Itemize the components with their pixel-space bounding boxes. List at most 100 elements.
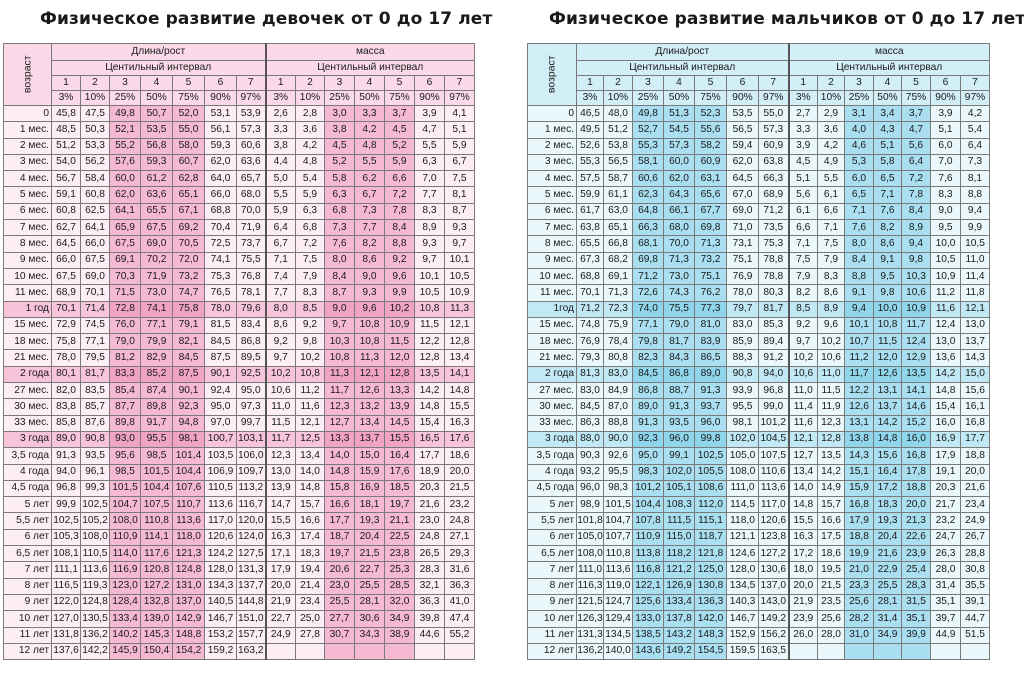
age-cell: 5 лет <box>3 496 52 514</box>
mass-cell: 21,0 <box>844 561 874 579</box>
mass-cell: 30,8 <box>960 561 990 579</box>
length-cell: 75,3 <box>204 267 237 286</box>
table-row: 10 лет 126,3 129,4 133,0 137,8 142,0 146,7 149,… <box>527 610 990 628</box>
length-cell: 131,0 <box>172 577 205 595</box>
interval-percent: 75% <box>384 90 415 106</box>
mass-cell: 4,3 <box>873 121 902 139</box>
length-cell: 75,8 <box>172 300 205 318</box>
mass-cell: 8,3 <box>930 186 961 204</box>
age-cell: 3 года <box>527 430 577 449</box>
length-cell: 70,4 <box>204 219 237 237</box>
length-cell: 71,9 <box>236 219 266 237</box>
length-cell: 114,1 <box>140 528 173 547</box>
length-cell: 136,2 <box>80 626 110 644</box>
length-cell: 108,0 <box>109 512 141 530</box>
length-cell: 73,5 <box>758 219 789 237</box>
mass-cell: 12,0 <box>873 349 902 367</box>
mass-cell: 6,5 <box>844 186 874 204</box>
length-cell: 131,3 <box>576 626 604 644</box>
length-cell: 81,7 <box>758 300 789 318</box>
mass-cell: 21,5 <box>444 479 475 498</box>
length-cell: 154,2 <box>172 642 205 661</box>
age-cell: 11 мес. <box>3 284 52 302</box>
mass-cell: 7,3 <box>354 202 385 221</box>
length-cell: 56,1 <box>204 121 237 139</box>
mass-cell: 4,8 <box>354 137 385 155</box>
length-cell: 49,8 <box>632 104 664 123</box>
length-cell: 71,4 <box>80 300 110 318</box>
length-cell: 77,1 <box>632 316 664 335</box>
mass-cell: 14,5 <box>384 414 415 432</box>
mass-cell: 4,9 <box>817 153 845 172</box>
length-cell: 92,3 <box>632 430 664 449</box>
mass-cell: 9,5 <box>930 219 961 237</box>
mass-cell: 5,9 <box>295 186 325 204</box>
mass-cell: 12,2 <box>844 382 874 400</box>
length-cell: 64,8 <box>632 202 664 221</box>
mass-cell: 3,9 <box>787 137 818 155</box>
length-cell: 63,6 <box>140 186 173 204</box>
length-cell: 89,4 <box>758 333 789 351</box>
length-cell: 85,2 <box>140 365 173 384</box>
length-cell: 121,2 <box>663 561 695 579</box>
length-cell: 66,0 <box>204 186 237 204</box>
mass-cell: 20,0 <box>960 463 990 481</box>
length-cell: 62,0 <box>726 153 759 172</box>
age-cell: 33 мес. <box>527 414 577 432</box>
table-row: 11 лет 131,8 136,2 140,2 145,3 148,8 153,2 157,… <box>3 626 475 644</box>
mass-cell: 5,4 <box>295 170 325 188</box>
interval-percent: 90% <box>930 90 961 106</box>
mass-cell: 7,8 <box>384 202 415 221</box>
length-cell: 59,3 <box>140 153 173 172</box>
length-cell: 99,7 <box>236 414 266 432</box>
mass-cell: 17,7 <box>960 430 990 449</box>
length-cell: 101,5 <box>109 479 141 498</box>
mass-cell: 11,2 <box>844 349 874 367</box>
length-cell: 52,6 <box>576 137 604 155</box>
age-cell: 8 мес. <box>3 235 52 253</box>
interval-percent: 90% <box>726 90 759 106</box>
mass-cell: 36,3 <box>444 577 475 595</box>
length-cell: 104,5 <box>758 430 789 449</box>
length-cell: 112,0 <box>694 496 727 514</box>
length-cell: 100,7 <box>204 430 237 449</box>
interval-number: 7 <box>960 75 990 91</box>
mass-cell: 14,8 <box>787 496 818 514</box>
length-cell: 47,5 <box>80 104 110 123</box>
table-row: 15 мес. 74,8 75,9 77,1 79,0 81,0 83,0 85,3 9,2 9,… <box>527 316 990 335</box>
mass-cell: 13,4 <box>354 414 385 432</box>
mass-cell: 8,5 <box>787 300 818 318</box>
length-cell: 50,7 <box>140 104 173 123</box>
table-row: 33 мес. 85,8 87,6 89,8 91,7 94,8 97,0 99,7 11,5 1… <box>3 414 475 432</box>
mass-cell: 18,8 <box>960 447 990 465</box>
mass-cell: 26,7 <box>960 528 990 547</box>
length-cell: 87,0 <box>603 398 633 416</box>
length-cell: 104,4 <box>172 463 205 481</box>
mass-cell: 18,7 <box>324 528 355 547</box>
age-cell: 30 мес. <box>3 398 52 416</box>
mass-cell: 10,7 <box>844 333 874 351</box>
mass-cell: 23,2 <box>930 512 961 530</box>
age-cell: 18 мес. <box>3 333 52 351</box>
length-cell: 50,3 <box>80 121 110 139</box>
age-header-label: возраст <box>545 55 558 94</box>
table-row: 3 мес. 55,3 56,5 58,1 60,0 60,9 62,0 63,8 4,5 4,9… <box>527 153 990 172</box>
mass-cell: 21,9 <box>264 593 296 612</box>
mass-cell: 10,6 <box>817 349 845 367</box>
length-cell: 142,0 <box>694 610 727 628</box>
mass-cell: 13,0 <box>930 333 961 351</box>
table-row: 6,5 лет 108,0 110,8 113,8 118,2 121,8 124,6 127… <box>527 545 990 563</box>
length-cell: 133,4 <box>109 610 141 628</box>
mass-cell: 23,9 <box>901 545 931 563</box>
length-cell: 59,4 <box>726 137 759 155</box>
mass-cell: 5,6 <box>901 137 931 155</box>
length-cell: 82,9 <box>140 349 173 367</box>
length-cell: 66,0 <box>51 251 81 269</box>
length-cell: 61,7 <box>576 202 604 221</box>
length-cell: 146,7 <box>726 610 759 628</box>
mass-cell: 10,3 <box>324 333 355 351</box>
mass-cell: 12,6 <box>354 382 385 400</box>
mass-cell: 44,6 <box>414 626 445 644</box>
mass-cell: 12,7 <box>324 414 355 432</box>
length-cell: 139,0 <box>140 610 173 628</box>
